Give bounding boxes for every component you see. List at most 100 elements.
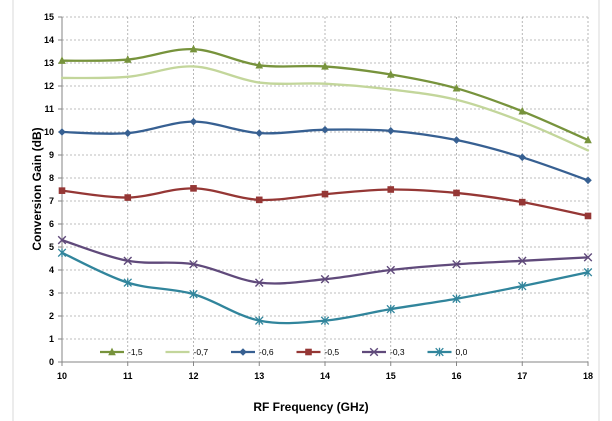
x-tick-label: 12 [188, 371, 198, 381]
data-point [584, 212, 592, 220]
legend-item: 0,0 [427, 347, 468, 357]
data-point [320, 316, 330, 325]
data-point [123, 55, 132, 63]
y-tick-label: 15 [44, 12, 54, 22]
data-point [386, 70, 395, 78]
y-tick-label: 0 [49, 357, 54, 367]
data-point [321, 125, 329, 134]
legend-swatch-marker [305, 348, 312, 356]
data-point [189, 117, 198, 126]
legend-swatch-marker [435, 347, 444, 357]
series-4 [57, 235, 593, 287]
legend-label: -0,7 [194, 347, 209, 357]
x-tick-label: 11 [123, 371, 133, 381]
data-point [57, 235, 67, 245]
data-point [255, 129, 264, 137]
y-tick-label: 2 [49, 311, 54, 321]
legend-item: -0,5 [296, 347, 340, 357]
legend-label: -1,5 [128, 347, 143, 357]
data-point [584, 176, 592, 185]
data-point [452, 294, 461, 304]
legend-item: -0,3 [362, 347, 405, 357]
data-point [386, 127, 395, 135]
y-tick-label: 10 [44, 127, 54, 137]
series-5 [57, 248, 593, 325]
y-tick-label: 7 [49, 196, 54, 206]
data-point [321, 62, 329, 70]
data-point [452, 83, 461, 92]
data-point [189, 259, 198, 269]
y-tick-label: 1 [49, 334, 54, 344]
x-tick-label: 16 [451, 371, 461, 381]
data-point [518, 106, 527, 115]
y-axis-title: Conversion Gain (dB) [30, 127, 44, 250]
legend-item: -0,6 [231, 347, 274, 357]
data-point [453, 189, 460, 197]
data-point [584, 135, 592, 144]
data-point [58, 128, 66, 136]
y-tick-label: 14 [44, 35, 54, 45]
legend-label: -0,6 [259, 347, 274, 357]
legend-swatch-marker [239, 348, 247, 356]
y-tick-label: 4 [49, 265, 54, 275]
data-point [57, 248, 67, 258]
y-tick-label: 12 [44, 81, 54, 91]
data-point [517, 281, 527, 291]
data-point [58, 187, 66, 194]
data-point [123, 129, 132, 137]
legend-item: -1,5 [100, 347, 143, 357]
data-point [386, 265, 396, 275]
x-tick-label: 13 [254, 371, 264, 381]
data-point [254, 316, 264, 325]
x-tick-label: 17 [517, 371, 527, 381]
y-tick-label: 5 [49, 242, 54, 252]
x-axis-title: RF Frequency (GHz) [253, 400, 368, 414]
y-tick-label: 9 [49, 150, 54, 160]
data-point [583, 268, 593, 277]
legend-swatch-marker [369, 347, 379, 357]
data-point [189, 44, 198, 53]
data-point [387, 186, 395, 193]
legend: -1,5 -0,7 -0,6 -0,5 -0,3 0,0 [100, 347, 468, 357]
x-tick-label: 10 [57, 371, 67, 381]
data-point [58, 56, 66, 64]
y-tick-label: 6 [49, 219, 54, 229]
data-point [254, 278, 264, 287]
series-2 [58, 117, 592, 185]
data-point [386, 304, 396, 314]
legend-label: 0,0 [456, 347, 468, 357]
data-point [123, 278, 133, 287]
legend-label: -0,5 [325, 347, 340, 357]
y-tick-label: 8 [49, 173, 54, 183]
series-3 [58, 185, 592, 220]
y-tick-label: 3 [49, 288, 54, 298]
series-0 [58, 44, 592, 144]
data-point [124, 194, 132, 201]
data-point [517, 256, 527, 266]
data-point [583, 253, 593, 262]
data-point [123, 256, 133, 266]
y-tick-label: 13 [44, 58, 54, 68]
series-layer [57, 44, 593, 325]
series-1 [60, 65, 590, 152]
data-point [452, 259, 461, 269]
data-point [518, 153, 527, 162]
legend-swatch-marker [108, 347, 116, 356]
data-point [255, 60, 264, 69]
data-point [189, 289, 198, 299]
data-point [518, 198, 526, 206]
data-point [321, 190, 329, 198]
data-point [452, 136, 461, 144]
legend-item: -0,7 [165, 347, 209, 357]
legend-label: -0,3 [390, 347, 405, 357]
x-tick-label: 14 [320, 371, 330, 381]
y-tick-label: 11 [44, 104, 54, 114]
data-point [190, 185, 197, 192]
x-tick-label: 15 [386, 371, 396, 381]
data-point [255, 196, 263, 204]
x-tick-label: 18 [583, 371, 593, 381]
series-line [60, 65, 590, 152]
data-point [320, 274, 330, 284]
